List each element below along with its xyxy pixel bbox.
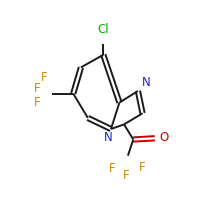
Text: F: F <box>41 71 48 84</box>
Text: F: F <box>138 161 145 174</box>
Text: F: F <box>34 96 41 109</box>
Text: F: F <box>123 169 130 182</box>
Text: F: F <box>34 82 40 95</box>
Text: N: N <box>104 131 112 144</box>
Text: Cl: Cl <box>97 23 109 36</box>
Text: N: N <box>141 76 150 89</box>
Text: F: F <box>108 162 115 175</box>
Text: O: O <box>159 131 169 144</box>
